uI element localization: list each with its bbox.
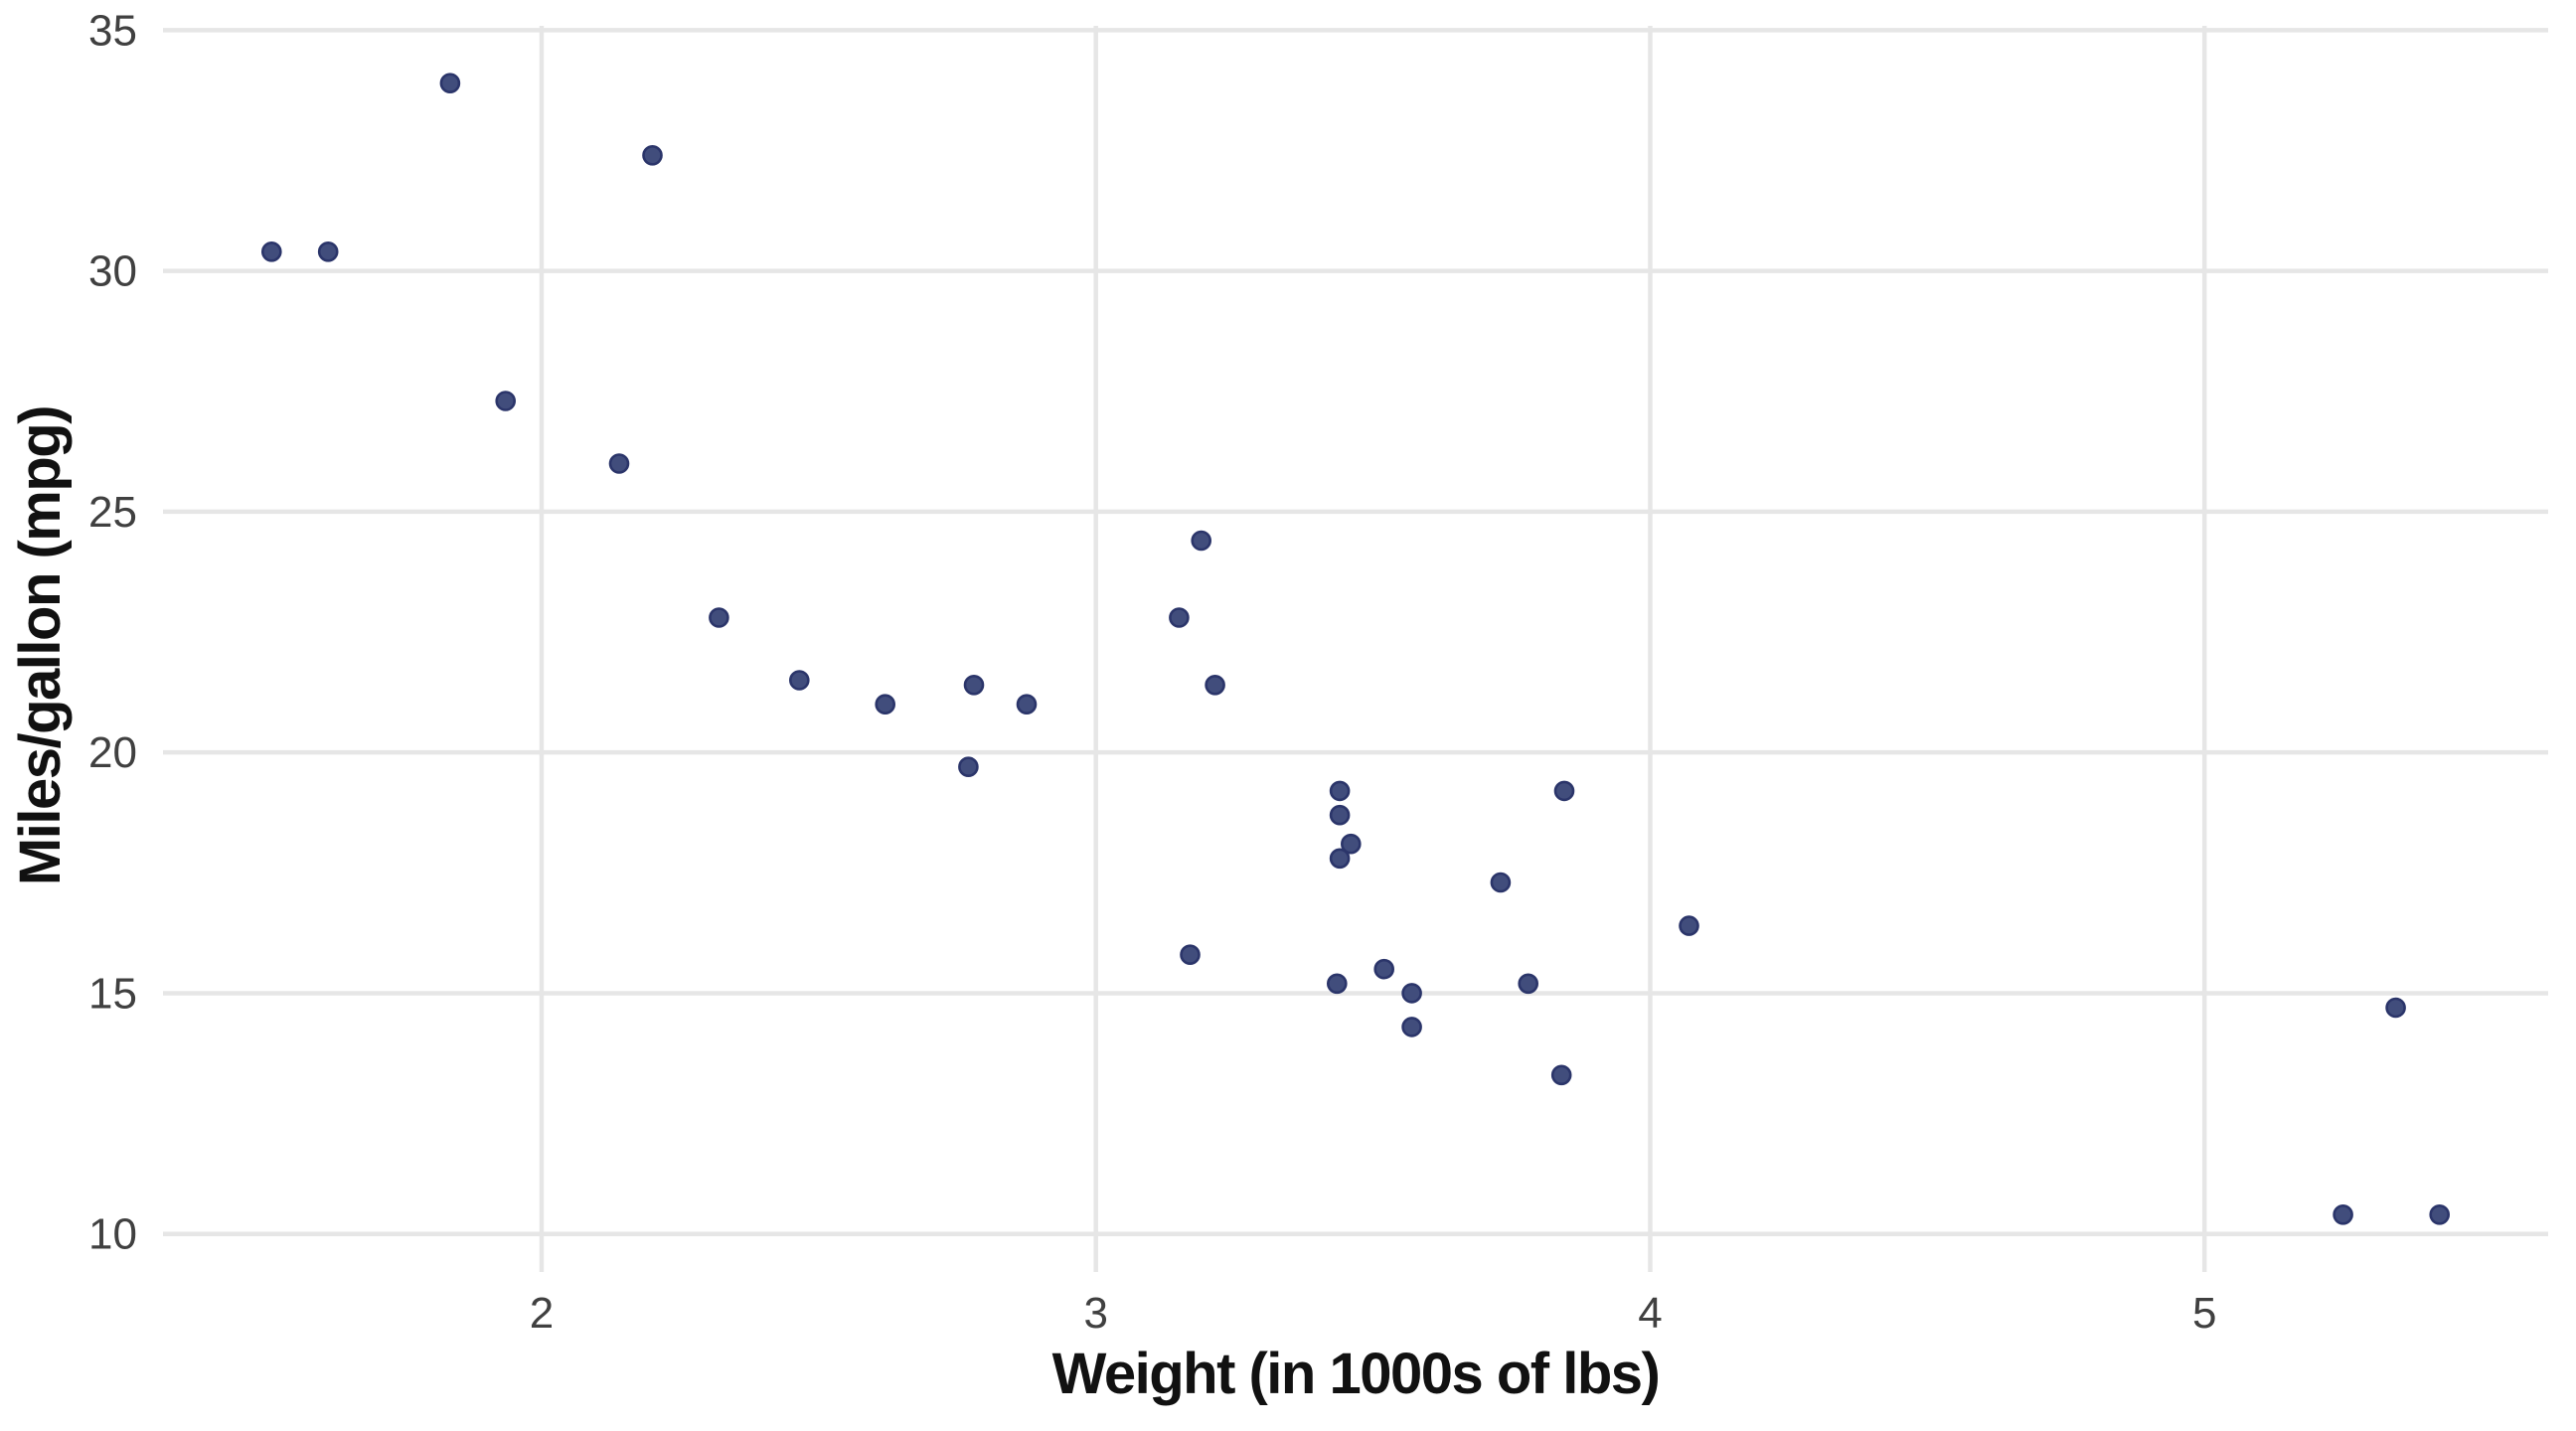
data-point — [1329, 780, 1351, 802]
y-tick-label: 35 — [88, 6, 137, 55]
data-point — [1553, 780, 1575, 802]
x-tick-label: 4 — [1638, 1289, 1662, 1338]
data-point — [2385, 997, 2406, 1019]
data-point — [1550, 1064, 1572, 1086]
y-tick-label: 25 — [88, 488, 137, 537]
data-point — [1329, 848, 1351, 870]
data-point — [1169, 607, 1190, 628]
y-tick-label: 20 — [88, 728, 137, 777]
data-point — [1518, 973, 1538, 995]
tick-label-layer: 10 15 20 25 30 35 2 3 4 5 — [88, 6, 2216, 1338]
data-point — [1401, 1017, 1422, 1037]
data-point — [1341, 833, 1362, 855]
data-point — [875, 694, 896, 716]
grid-layer — [163, 26, 2548, 1272]
data-point — [1191, 530, 1211, 552]
y-tick-label: 30 — [88, 247, 137, 296]
y-tick-label: 10 — [88, 1210, 137, 1259]
x-tick-label: 3 — [1083, 1289, 1107, 1338]
y-axis-title: Miles/gallon (mpg) — [8, 406, 73, 885]
data-point — [1490, 872, 1512, 893]
data-point — [1401, 983, 1422, 1004]
data-point — [439, 73, 461, 93]
data-point — [709, 607, 729, 628]
data-point — [1329, 804, 1351, 826]
data-point — [1205, 674, 1225, 696]
data-point — [642, 145, 663, 166]
data-point — [1327, 973, 1348, 995]
points-layer — [260, 73, 2450, 1225]
data-point — [788, 670, 810, 691]
data-point — [1016, 694, 1038, 716]
data-point — [260, 241, 282, 262]
data-point — [1373, 958, 1394, 980]
data-point — [317, 241, 339, 262]
data-point — [1679, 915, 1699, 936]
x-tick-label: 2 — [530, 1289, 554, 1338]
data-point — [2429, 1204, 2450, 1225]
y-tick-label: 15 — [88, 969, 137, 1018]
data-point — [2333, 1204, 2353, 1225]
data-point — [958, 756, 979, 778]
x-axis-title: Weight (in 1000s of lbs) — [1052, 1342, 1660, 1406]
data-point — [608, 453, 630, 474]
data-point — [963, 674, 985, 696]
x-tick-label: 5 — [2192, 1289, 2216, 1338]
data-point — [1180, 944, 1201, 966]
data-point — [495, 391, 517, 411]
